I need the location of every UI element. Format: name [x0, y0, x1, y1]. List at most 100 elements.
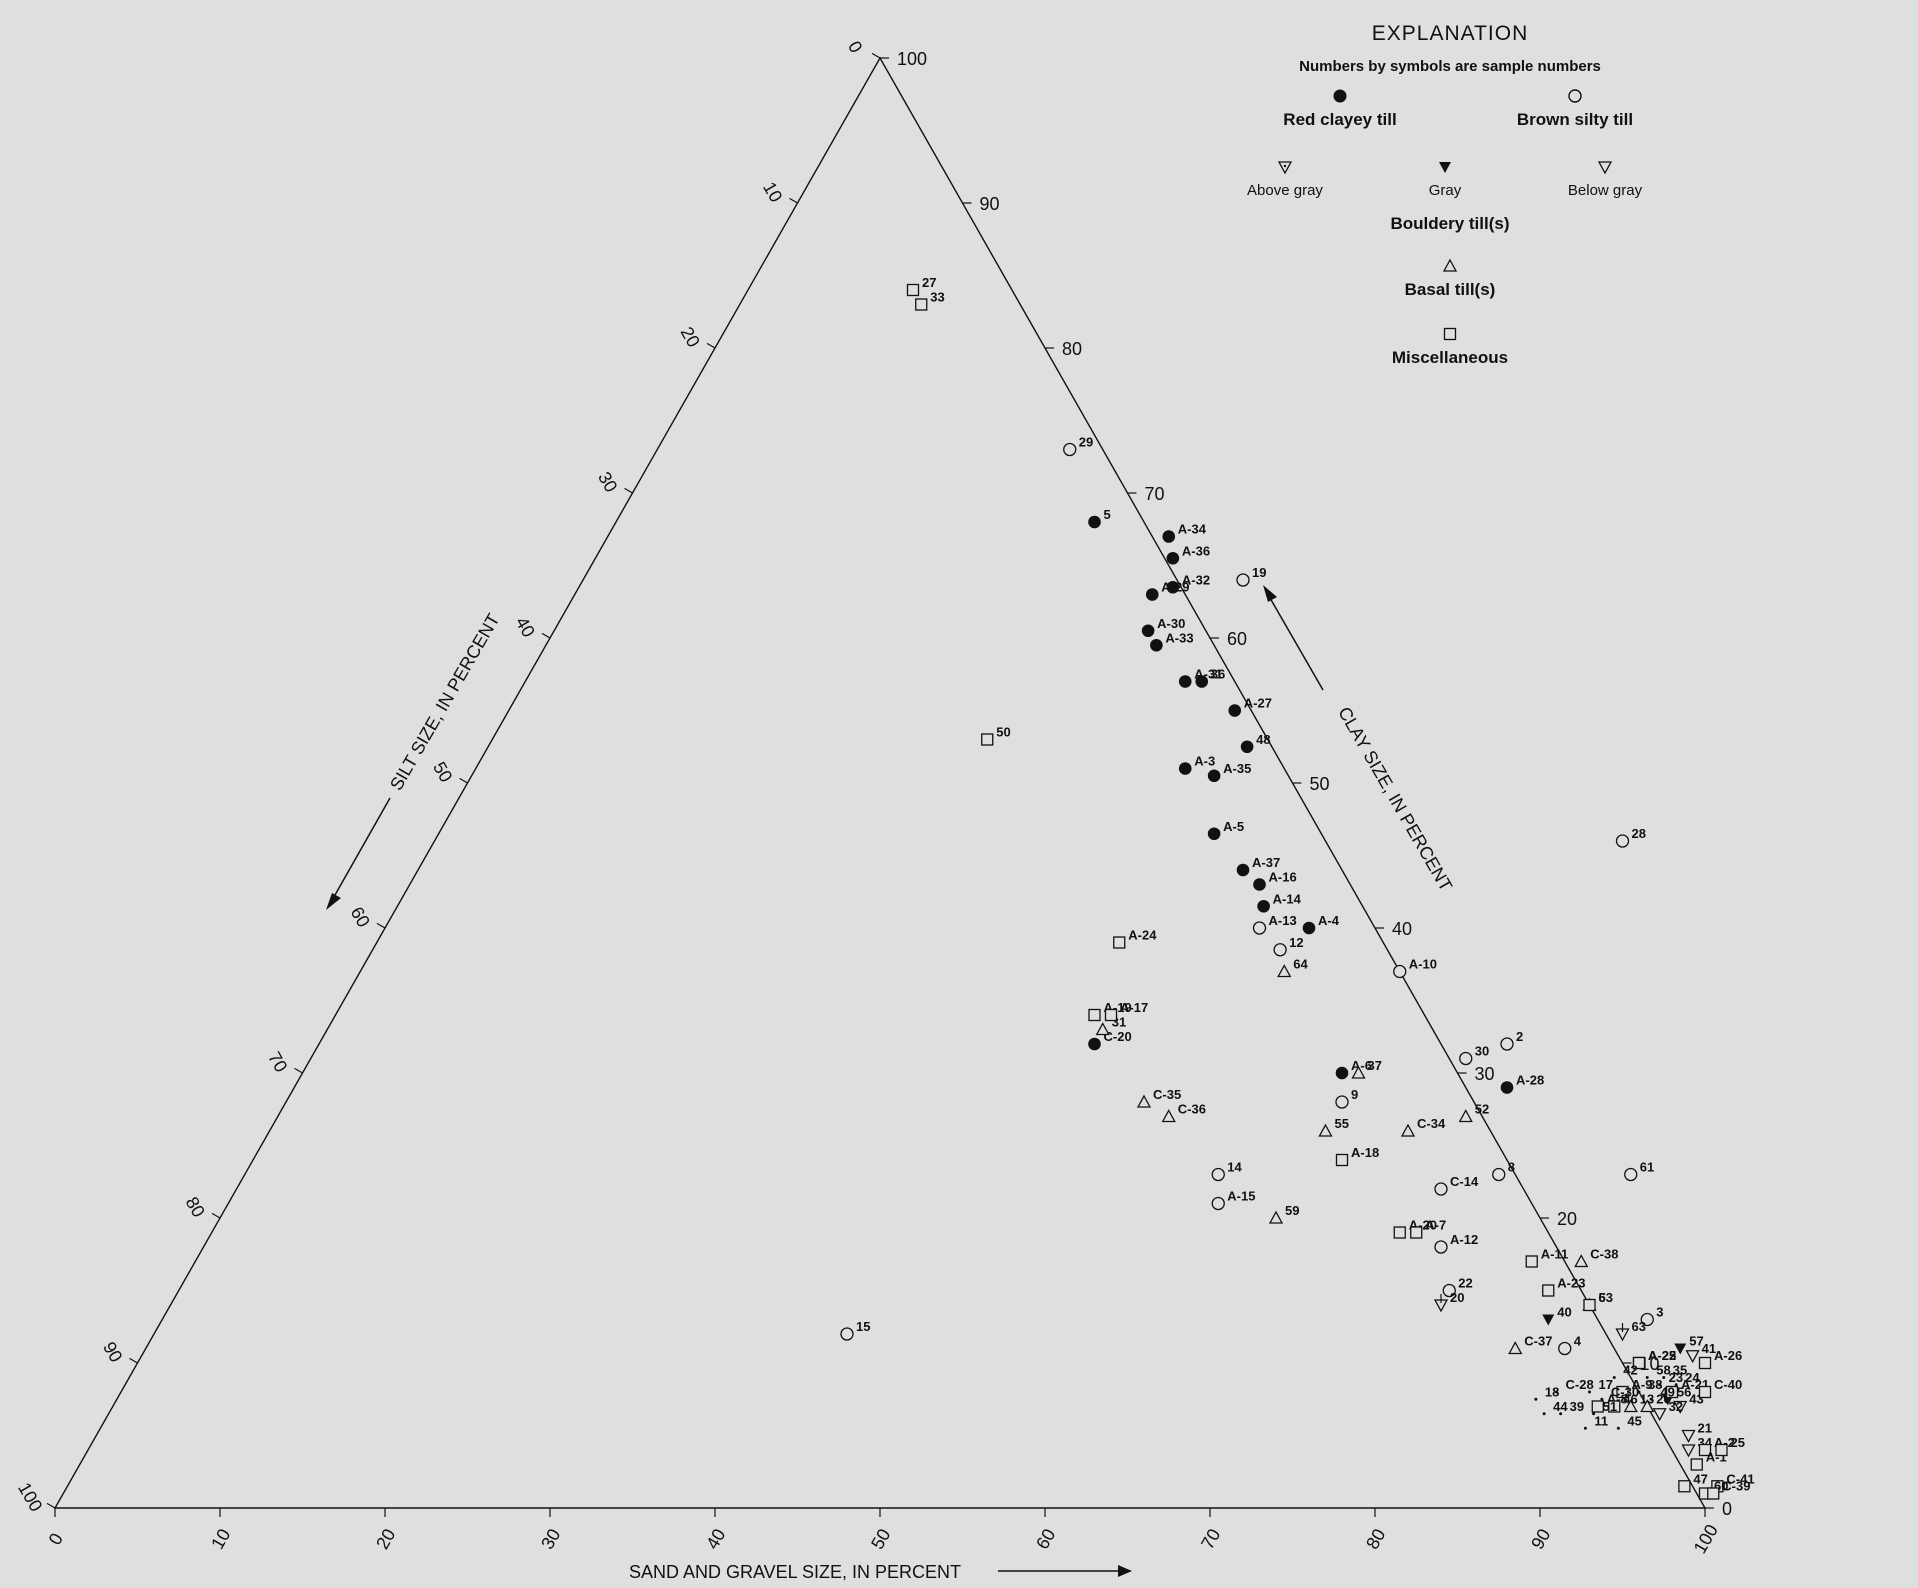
legend-gray: Gray: [1375, 160, 1515, 199]
silt-axis-arrowhead: [326, 893, 341, 910]
open-square-icon: [906, 283, 920, 297]
open-square-icon: [1698, 1356, 1712, 1370]
open-triangle-marker: [1277, 964, 1292, 978]
point-label: 6: [1599, 1290, 1606, 1305]
open-square-icon: [1088, 1008, 1101, 1022]
open-triangle-icon: [1508, 1341, 1523, 1355]
open-circle-marker: [1459, 1051, 1473, 1066]
filled-circle-marker: [1500, 1081, 1514, 1094]
silt-tick-mark: [211, 1212, 221, 1219]
legend-basal: Basal till(s): [1340, 258, 1560, 300]
open-square-icon: [1632, 1356, 1646, 1370]
sand-tick-label: 40: [702, 1525, 729, 1552]
point-label: C-30: [1611, 1384, 1639, 1399]
open-square-icon: [981, 733, 994, 746]
open-triangle-marker: [1508, 1341, 1523, 1355]
open-square-icon: [1525, 1255, 1538, 1268]
open-square-marker: [1525, 1255, 1538, 1268]
label-dot: [1592, 1412, 1596, 1416]
point-label: A-7: [1425, 1218, 1446, 1233]
sand-tick-label: 100: [1690, 1521, 1722, 1557]
filled-circle-marker: [1335, 1066, 1349, 1080]
silt-tick-label: 10: [759, 178, 786, 205]
filled-circle-marker: [1253, 878, 1266, 891]
label-dot: [1645, 1376, 1649, 1379]
open-triangle-marker: [1640, 1399, 1655, 1413]
open-square-marker: [915, 298, 928, 311]
label-dot: [1674, 1383, 1678, 1387]
clay-tick-label: 40: [1392, 919, 1412, 939]
point-label: 20: [1450, 1290, 1464, 1305]
data-points: 5A-34A-36A-29A-32A-30A-3336A-31A-2748A-3…: [840, 275, 1755, 1500]
clay-tick-label: 60: [1227, 629, 1247, 649]
filled-circle-icon: [1178, 762, 1192, 775]
open-square-marker: [1608, 1400, 1621, 1413]
point-label: C-28: [1566, 1377, 1594, 1392]
point-label: A-35: [1223, 761, 1251, 776]
open-square-marker: [1698, 1356, 1712, 1370]
open-triangle-icon: [1623, 1399, 1638, 1413]
silt-tick-label: 20: [677, 323, 704, 350]
filled-circle-marker: [1178, 675, 1192, 688]
point-label: 17: [1599, 1377, 1613, 1392]
filled-circle-icon: [1335, 1066, 1349, 1080]
mixed-marker: [1645, 1376, 1649, 1379]
open-triangle-icon: [1277, 964, 1292, 978]
legend-red-clayey: Red clayey till: [1240, 88, 1440, 130]
label-dot: [1583, 1426, 1587, 1430]
open-triangle-marker: [1623, 1399, 1638, 1413]
mixed-marker: [1649, 1397, 1653, 1401]
open-down-triangle-icon: [1652, 1408, 1667, 1422]
open-down-triangle-marker: [1673, 1400, 1688, 1414]
point-label: 52: [1475, 1102, 1489, 1117]
point-label: 3: [1656, 1305, 1663, 1320]
open-circle-marker: [1500, 1037, 1514, 1051]
point-label: 9: [1351, 1087, 1358, 1102]
open-down-triangle-icon: [1597, 161, 1613, 175]
legend-above-gray-label: Above gray: [1247, 182, 1323, 199]
filled-circle-marker: [1236, 863, 1250, 877]
point-label: A-15: [1227, 1189, 1255, 1204]
clay-axis-arrow: [1269, 597, 1324, 691]
point-label: 14: [1227, 1160, 1242, 1175]
open-triangle-icon: [1318, 1123, 1333, 1137]
point-label: A-18: [1351, 1145, 1379, 1160]
open-circle-icon: [1558, 1341, 1572, 1356]
open-circle-marker: [1236, 573, 1250, 587]
open-square-marker: [981, 733, 994, 746]
legend-below-gray: Below gray: [1535, 160, 1675, 199]
open-circle-icon: [1442, 1283, 1456, 1298]
open-triangle-icon: [1136, 1094, 1152, 1108]
point-label: 64: [1293, 957, 1308, 972]
filled-circle-icon: [1141, 624, 1155, 638]
open-circle-marker: [1335, 1095, 1349, 1109]
point-label: 4: [1574, 1334, 1582, 1349]
label-dot: [1542, 1412, 1546, 1416]
point-label: A-16: [1269, 870, 1297, 885]
filled-circle-icon: [1228, 704, 1242, 717]
open-triangle-icon: [1268, 1210, 1284, 1224]
open-circle-marker: [1273, 943, 1287, 957]
point-label: 39: [1570, 1399, 1584, 1414]
point-label: A-13: [1269, 913, 1297, 928]
silt-tick-mark: [871, 52, 881, 59]
open-down-triangle-dot-marker: [1433, 1294, 1449, 1313]
open-circle-marker: [1442, 1283, 1456, 1298]
clay-axis-arrowhead: [1263, 585, 1277, 602]
label-dot: [1600, 1397, 1604, 1401]
open-down-triangle-marker: [1685, 1350, 1700, 1364]
point-label: A-27: [1244, 696, 1272, 711]
point-label: A-33: [1165, 630, 1193, 645]
point-label: 2: [1516, 1029, 1523, 1044]
open-square-icon: [1443, 327, 1457, 341]
open-triangle-icon: [1161, 1109, 1176, 1123]
silt-tick-label: 100: [14, 1479, 46, 1515]
open-square-icon: [1335, 1153, 1349, 1167]
filled-circle-icon: [1253, 878, 1266, 891]
sand-axis-arrowhead: [1118, 1565, 1132, 1577]
clay-axis-label: CLAY SIZE, IN PERCENT: [1334, 703, 1456, 894]
filled-circle-marker: [1240, 740, 1254, 754]
open-circle-icon: [1434, 1182, 1448, 1196]
open-square-icon: [1698, 1385, 1712, 1399]
point-label: 8: [1508, 1160, 1515, 1175]
